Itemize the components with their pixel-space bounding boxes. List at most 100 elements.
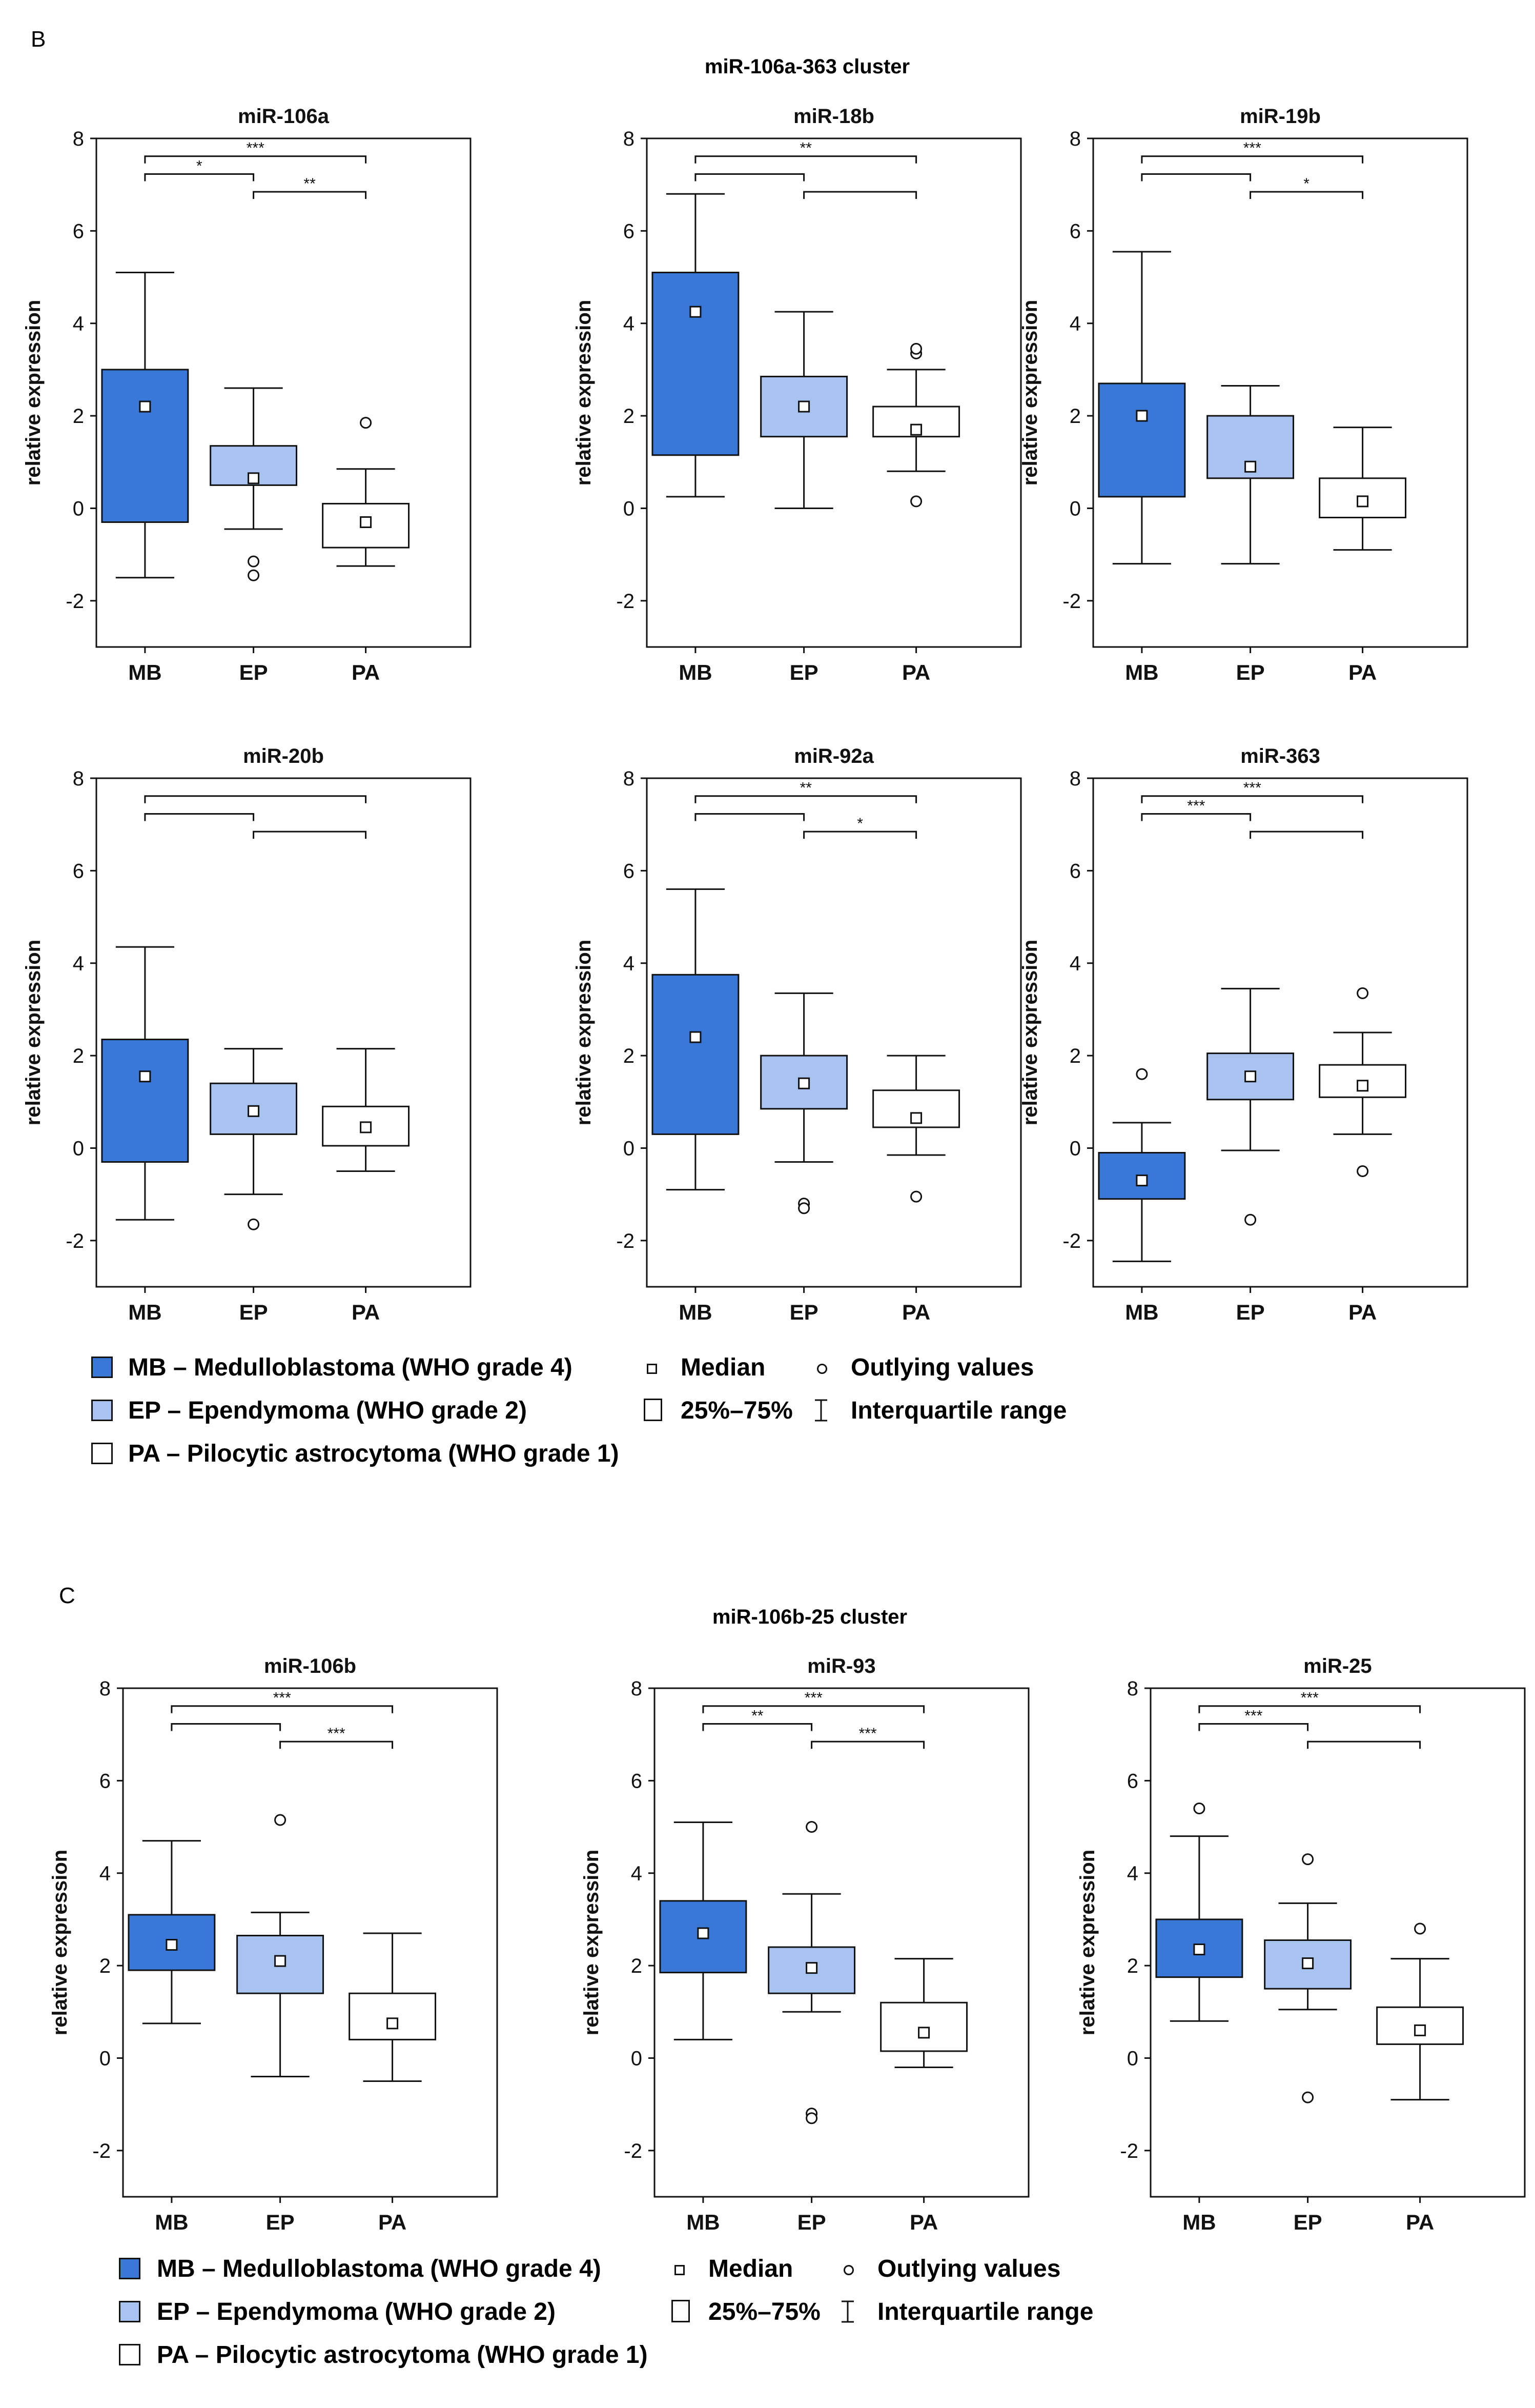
y-tick-label: 2: [623, 405, 635, 428]
y-tick-label: 6: [1070, 220, 1081, 242]
x-tick-label: PA: [352, 1300, 380, 1324]
significance-label: ***: [328, 1725, 345, 1742]
plot-frame: [122, 1687, 498, 2198]
y-tick-label: 8: [1070, 128, 1081, 150]
x-tick-label: EP: [790, 1300, 818, 1324]
legend-outlier-icon: [844, 2265, 854, 2275]
significance-label: *: [196, 157, 202, 174]
y-tick-label: 6: [73, 220, 84, 242]
box-mb: [651, 974, 740, 1135]
outlier-point: [910, 1190, 923, 1203]
x-tick-label: PA: [1348, 1300, 1377, 1324]
chart-mir-106b: miR-106b -2 0 2 4 6 8 relative expression MB EP PA…: [49, 1655, 498, 2234]
legend-outlier-text: Outlying values: [851, 1354, 1034, 1381]
y-tick-label: 0: [623, 497, 635, 520]
plot-frame: [95, 137, 472, 648]
y-tick-label: -2: [1120, 2140, 1138, 2162]
legend-ep-swatch: [119, 2301, 140, 2322]
median-marker: [689, 306, 702, 318]
x-tick-label: EP: [790, 660, 818, 684]
y-tick-label: 8: [73, 128, 84, 150]
x-tick-label: EP: [797, 2210, 826, 2234]
outlier-point: [1357, 1165, 1369, 1178]
outlier-point: [798, 1202, 810, 1215]
outlier-point: [360, 417, 372, 429]
legend-pa-swatch: [119, 2344, 140, 2365]
x-tick-label: MB: [128, 1300, 161, 1324]
y-tick-label: 4: [623, 953, 635, 975]
y-tick-label: 4: [623, 313, 635, 335]
y-tick-label: 2: [73, 1045, 84, 1067]
median-marker: [166, 1939, 178, 1951]
significance-bracket: [702, 1705, 925, 1713]
median-marker: [910, 1112, 923, 1124]
outlier-point: [1302, 2091, 1314, 2103]
significance-label: ***: [805, 1690, 823, 1707]
legend-median-text: Median: [681, 1354, 766, 1381]
legend-mb-text: MB – Medulloblastoma (WHO grade 4): [128, 1354, 572, 1381]
x-tick-label: PA: [352, 660, 380, 684]
outlier-point: [248, 569, 260, 581]
y-axis-label: relative expression: [1019, 940, 1041, 1125]
y-tick-label: -2: [616, 590, 635, 613]
median-marker: [1357, 1080, 1369, 1092]
outlier-point: [1136, 1068, 1148, 1080]
significance-bracket: [694, 813, 805, 821]
chart-mir-18b: miR-18b -2 0 2 4 6 8 relative expression MB EP PA *…: [572, 105, 1022, 684]
y-tick-label: 6: [623, 220, 635, 242]
x-tick-label: PA: [910, 2210, 938, 2234]
significance-bracket: [171, 1705, 394, 1713]
significance-label: **: [303, 175, 316, 192]
significance-label: ***: [1243, 780, 1261, 797]
y-tick-label: 0: [1070, 497, 1081, 520]
plot-frame: [1150, 1687, 1526, 2198]
legend-mb-swatch: [91, 1357, 113, 1378]
x-tick-label: PA: [902, 1300, 930, 1324]
significance-bracket: [694, 795, 917, 803]
y-tick-label: 2: [99, 1955, 111, 1977]
median-marker: [139, 400, 151, 413]
median-marker: [1357, 495, 1369, 508]
chart-title: miR-18b: [793, 105, 874, 128]
y-axis-label: relative expression: [572, 300, 595, 485]
chart-mir-92a: miR-92a -2 0 2 4 6 8 relative expression MB EP PA *…: [572, 745, 1022, 1324]
median-marker: [386, 2017, 399, 2030]
significance-bracket: [279, 1741, 394, 1749]
y-tick-label: -2: [1062, 1230, 1081, 1252]
x-tick-label: MB: [686, 2210, 720, 2234]
median-marker: [274, 1955, 286, 1967]
legend-ep-text: EP – Ependymoma (WHO grade 2): [128, 1397, 527, 1424]
legend-outlier-text: Outlying values: [877, 2255, 1061, 2282]
plot-frame: [646, 137, 1022, 648]
plot-frame: [646, 777, 1022, 1288]
y-tick-label: -2: [1062, 590, 1081, 613]
y-tick-label: 0: [73, 497, 84, 520]
y-tick-label: 8: [623, 128, 635, 150]
outlier-point: [1244, 1213, 1257, 1226]
legend-iqr-icon: [815, 1399, 827, 1422]
y-axis-label: relative expression: [49, 1850, 71, 2035]
plot-frame: [1092, 137, 1468, 648]
significance-bracket: [1307, 1741, 1421, 1749]
x-tick-label: MB: [1125, 1300, 1158, 1324]
significance-bracket: [803, 191, 917, 199]
chart-mir-19b: miR-19b -2 0 2 4 6 8 relative expression MB EP PA *…: [1019, 105, 1468, 684]
x-tick-label: EP: [1236, 1300, 1265, 1324]
x-tick-label: PA: [902, 660, 930, 684]
median-marker: [918, 2027, 930, 2039]
y-tick-label: 4: [99, 1863, 111, 1885]
y-tick-label: -2: [66, 590, 84, 613]
cluster-title-c: miR-106b-25 cluster: [712, 1606, 908, 1628]
outlier-point: [910, 342, 923, 355]
median-marker: [697, 1927, 709, 1939]
outlier-point: [1302, 1853, 1314, 1866]
y-axis-label: relative expression: [22, 940, 45, 1125]
y-tick-label: 0: [631, 2047, 642, 2070]
y-tick-label: 4: [73, 953, 84, 975]
median-marker: [1136, 1175, 1148, 1187]
legend-iqr-text: Interquartile range: [877, 2298, 1094, 2325]
chart-title: miR-20b: [243, 745, 324, 767]
x-tick-label: MB: [1182, 2210, 1216, 2234]
cluster-title-b: miR-106a-363 cluster: [704, 55, 910, 78]
